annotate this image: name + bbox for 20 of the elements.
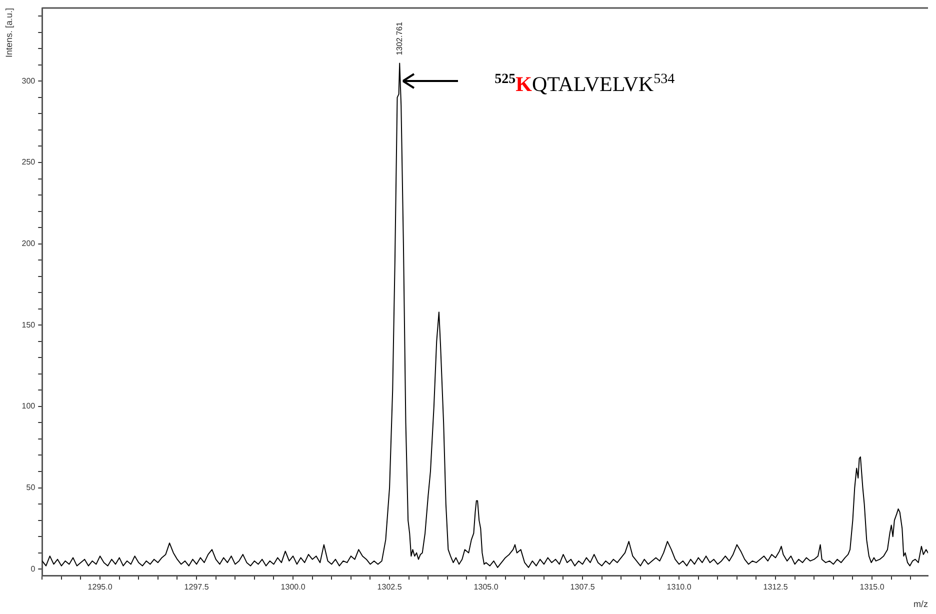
x-tick-label: 1302.5 xyxy=(377,582,402,592)
x-tick-label: 1310.0 xyxy=(666,582,692,592)
x-tick-label: 1312.5 xyxy=(763,582,788,592)
x-tick-label: 1305.0 xyxy=(474,582,499,592)
x-tick-label: 1300.0 xyxy=(280,582,306,592)
y-tick-label: 150 xyxy=(22,320,36,330)
x-tick-label: 1297.5 xyxy=(184,582,210,592)
x-tick-label: 1307.5 xyxy=(570,582,596,592)
x-axis-title: m/z xyxy=(914,599,928,610)
y-tick-label: 0 xyxy=(30,564,36,574)
y-tick-label: 300 xyxy=(22,76,36,86)
y-tick-label: 50 xyxy=(26,482,36,492)
y-axis-title: Intens. [a.u.] xyxy=(4,8,14,58)
annotation: $^{525}$KQTALVELVK$^{534}$ xyxy=(494,72,675,96)
y-tick-label: 100 xyxy=(22,402,36,411)
annotation: 1302.761 xyxy=(394,21,404,56)
y-tick-label: 250 xyxy=(22,158,36,167)
x-tick-label: 1315.0 xyxy=(860,582,885,592)
x-tick-label: 1295.0 xyxy=(88,582,113,592)
y-tick-label: 200 xyxy=(22,239,36,248)
